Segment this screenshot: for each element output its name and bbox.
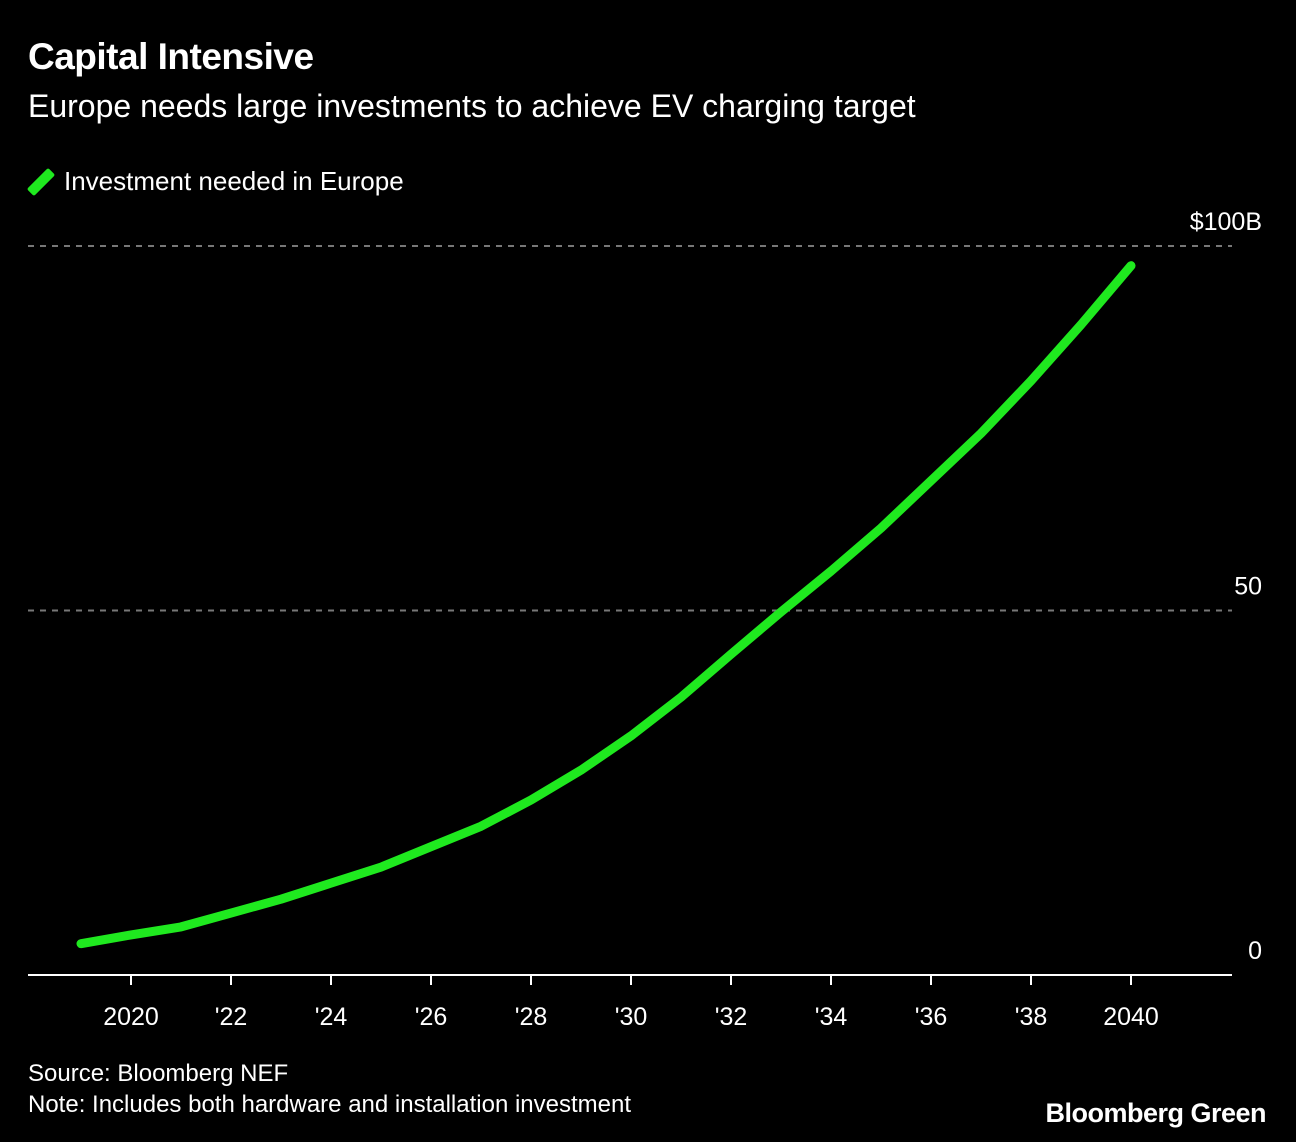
chart-title: Capital Intensive [28,36,314,77]
y-tick-label: 0 [1248,937,1262,965]
x-tick-label: '22 [215,1003,248,1031]
x-tick-label: '30 [615,1003,648,1031]
source-text: Source: Bloomberg NEF [28,1060,289,1087]
series-line-investment [76,261,1136,949]
x-tick-label: '36 [915,1003,948,1031]
x-tick-label: 2040 [1103,1003,1159,1031]
x-tick-label: 2020 [103,1003,159,1031]
bloomberg-green-logo: Bloomberg Green [1045,1098,1266,1128]
legend-label: Investment needed in Europe [64,166,404,196]
x-tick-label: '26 [415,1003,448,1031]
chart-subtitle: Europe needs large investments to achiev… [28,88,916,124]
legend: Investment needed in Europe [26,166,404,197]
y-tick-label: $100B [1190,208,1262,236]
x-tick-label: '38 [1015,1003,1048,1031]
y-tick-label: 50 [1234,573,1262,601]
note-text: Note: Includes both hardware and install… [28,1091,632,1118]
x-tick-label: '28 [515,1003,548,1031]
x-tick-label: '34 [815,1003,848,1031]
x-tick-label: '24 [315,1003,348,1031]
x-tick-label: '32 [715,1003,748,1031]
